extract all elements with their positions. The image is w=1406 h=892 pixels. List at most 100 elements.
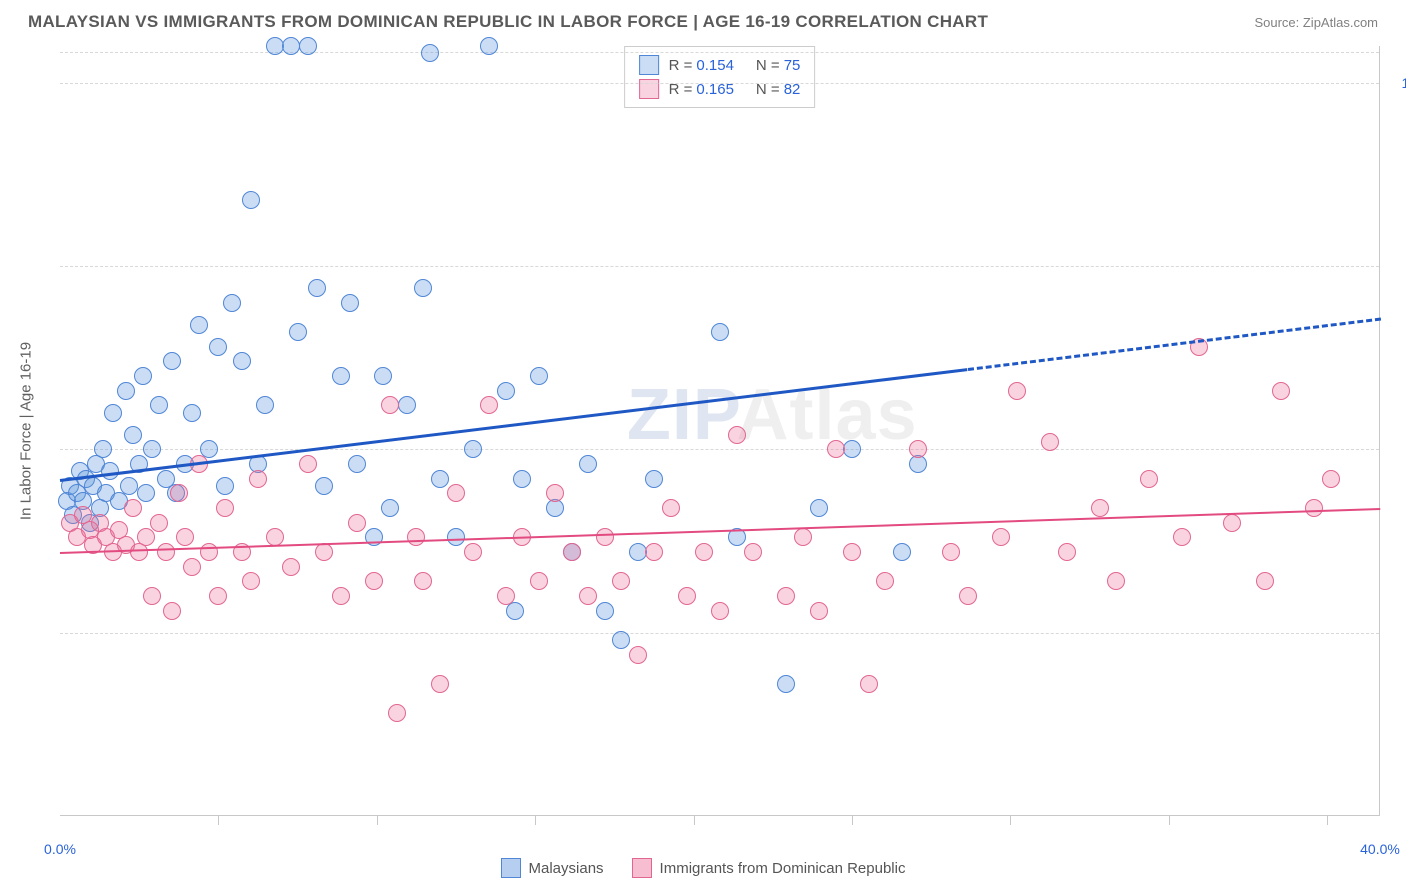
gridline [60,633,1379,634]
x-tick [694,815,695,825]
data-point [810,499,828,517]
data-point [827,440,845,458]
data-point [209,587,227,605]
x-tick [1010,815,1011,825]
data-point [563,543,581,561]
data-point [1107,572,1125,590]
data-point [431,675,449,693]
data-point [447,528,465,546]
data-point [1091,499,1109,517]
data-point [777,587,795,605]
trend-line [60,368,968,482]
data-point [530,572,548,590]
data-point [233,352,251,370]
data-point [365,572,383,590]
data-point [464,440,482,458]
data-point [398,396,416,414]
data-point [645,470,663,488]
data-point [176,528,194,546]
data-point [282,37,300,55]
data-point [777,675,795,693]
y-tick-label: 25.0% [1389,625,1406,641]
data-point [678,587,696,605]
data-point [299,37,317,55]
data-point [596,528,614,546]
data-point [711,323,729,341]
data-point [150,514,168,532]
y-tick-label: 100.0% [1389,75,1406,91]
data-point [629,646,647,664]
data-point [137,484,155,502]
data-point [299,455,317,473]
data-point [242,191,260,209]
data-point [546,484,564,502]
legend-label: Immigrants from Dominican Republic [660,860,906,877]
data-point [843,440,861,458]
data-point [1058,543,1076,561]
data-point [388,704,406,722]
watermark: ZIPAtlas [627,374,918,456]
data-point [506,602,524,620]
data-point [282,558,300,576]
data-point [216,499,234,517]
x-tick [218,815,219,825]
data-point [414,572,432,590]
data-point [794,528,812,546]
data-point [596,602,614,620]
legend-item: Immigrants from Dominican Republic [632,858,906,878]
data-point [209,338,227,356]
data-point [810,602,828,620]
legend-swatch [501,858,521,878]
legend-n: N = 75 [756,57,800,74]
data-point [407,528,425,546]
data-point [242,572,260,590]
data-point [348,514,366,532]
data-point [464,543,482,561]
x-tick [535,815,536,825]
legend-label: Malaysians [529,860,604,877]
y-axis-label: In Labor Force | Age 16-19 [18,341,35,519]
data-point [421,44,439,62]
data-point [1008,382,1026,400]
data-point [332,587,350,605]
data-point [223,294,241,312]
data-point [183,558,201,576]
data-point [1322,470,1340,488]
gridline [60,449,1379,450]
data-point [332,367,350,385]
x-tick [852,815,853,825]
data-point [860,675,878,693]
data-point [163,352,181,370]
data-point [163,602,181,620]
gridline [60,52,1379,53]
data-point [137,528,155,546]
data-point [579,587,597,605]
data-point [744,543,762,561]
data-point [1041,433,1059,451]
data-point [497,382,515,400]
data-point [447,484,465,502]
legend-row: R = 0.165N = 82 [639,77,801,101]
y-tick-label: 75.0% [1389,258,1406,274]
x-tick [1327,815,1328,825]
x-tick-label: 40.0% [1360,841,1400,857]
data-point [959,587,977,605]
data-point [497,587,515,605]
data-point [612,631,630,649]
data-point [1140,470,1158,488]
data-point [728,426,746,444]
data-point [992,528,1010,546]
data-point [662,499,680,517]
data-point [94,440,112,458]
legend-r: R = 0.154 [669,57,734,74]
data-point [513,470,531,488]
correlation-legend: R = 0.154 N = 75 R = 0.165N = 82 [624,46,816,108]
data-point [1256,572,1274,590]
source-label: Source: ZipAtlas.com [1254,15,1378,30]
legend-row: R = 0.154 N = 75 [639,53,801,77]
data-point [289,323,307,341]
data-point [117,382,135,400]
data-point [381,499,399,517]
legend-swatch [632,858,652,878]
data-point [150,396,168,414]
